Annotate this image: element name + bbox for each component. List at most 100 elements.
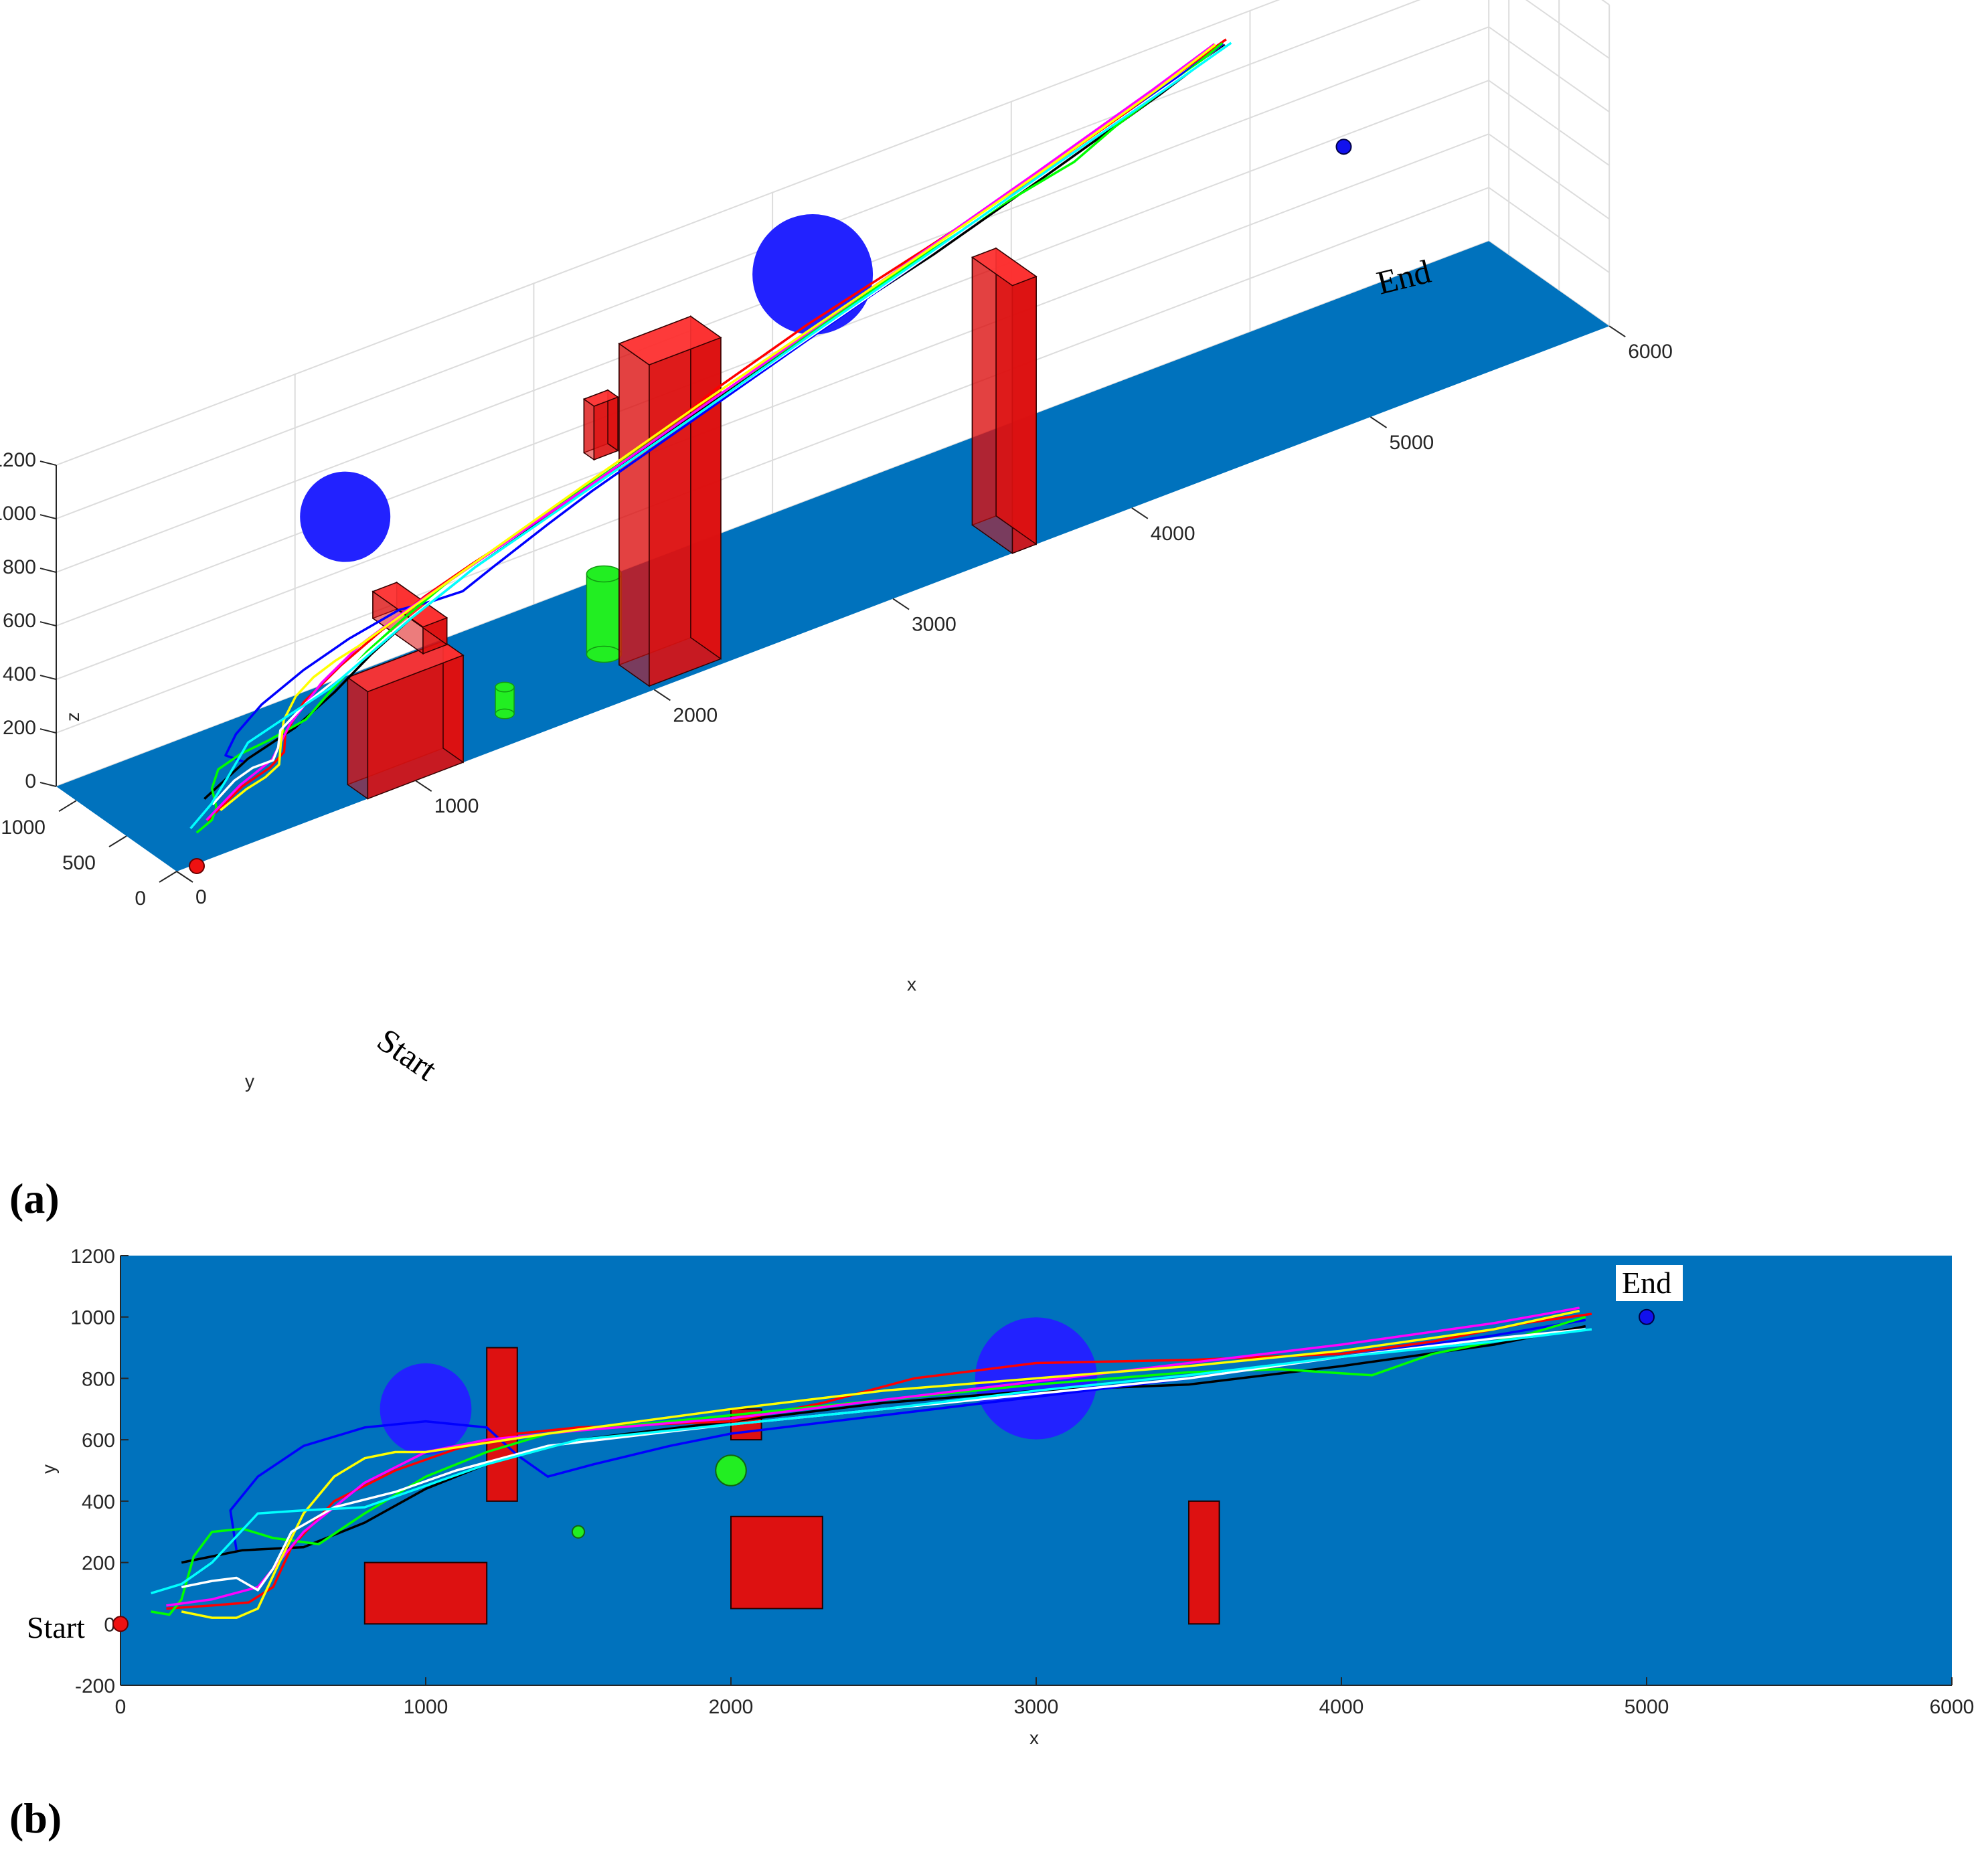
y-tick-label: 0 [135,887,146,910]
box-obstacle [363,1561,488,1625]
panel-a-tick-labels: 0 200 400 600 800 1000 1200 0 1000 2000 3000 4000 50… [0,325,1673,910]
z-tick-mark [39,621,57,627]
cylinder-top [495,681,515,693]
cylinder-bottom [495,708,515,719]
x-tick-mark [176,871,193,883]
y-tick-label: 600 [82,1430,115,1452]
x-tick-label: 6000 [1930,1696,1975,1718]
panel-a-ground-plane [56,241,1610,871]
cylinder-obstacle [715,1454,747,1487]
panel-b-end-label-box [1616,1265,1683,1301]
box-face-top [971,247,1038,286]
y-tick-mark [58,800,77,813]
panel-a-gridlines [56,0,1610,787]
grid-line-z [56,0,1610,519]
panel-b-xlabel: x [1029,1727,1039,1748]
box-face-top [618,315,722,365]
x-tick-label: 4000 [1319,1696,1364,1718]
grid-line-z [56,80,1610,626]
cylinder-top [586,565,623,583]
x-tick-label: 5000 [1625,1696,1669,1718]
z-tick-label: 200 [3,717,36,739]
x-tick-label: 3000 [1014,1696,1059,1718]
x-tick-mark [653,689,671,701]
grid-line-z [56,133,1610,680]
panel-a-paths [189,38,1232,834]
panel-a-zlabel: z [62,712,83,722]
panel-b-top-view-plot: 0 1000 2000 3000 4000 5000 6000-20002004006008… [24,1246,1974,1748]
x-tick-label: 1000 [404,1696,448,1718]
start-marker [112,1616,129,1632]
path-line [195,42,1224,834]
panel-b-end-label: End [1622,1266,1671,1300]
box-face-hidden [583,398,595,461]
x-tick-label: 0 [195,886,207,908]
path-line [166,1312,1592,1610]
panel-a-start-label: Start [371,1021,444,1088]
panel-b-start-label: Start [27,1610,85,1644]
y-tick-mark [159,871,177,883]
x-tick-label: 3000 [912,614,957,636]
path-line [189,41,1232,829]
x-tick-mark [1608,325,1626,338]
x-tick-label: 2000 [709,1696,754,1718]
z-tick-mark [39,514,57,520]
end-marker [1639,1308,1655,1325]
panel-b-markers [112,1308,1655,1632]
y-tick-label: 800 [82,1368,115,1390]
y-tick-label: 500 [62,852,96,874]
x-tick-label: 5000 [1390,432,1434,454]
sphere [300,471,391,562]
z-tick-label: 1200 [0,449,36,471]
z-tick-mark [39,782,57,788]
panel-a-obstacles [300,214,1038,800]
z-tick-label: 0 [25,770,36,792]
path-line [181,1328,1586,1592]
panel-b-caption: (b) [9,1794,62,1842]
path-line [151,1328,1592,1595]
z-tick-mark [39,728,57,734]
x-tick-mark [892,598,910,610]
box-face-top [371,582,448,628]
panel-a-xlabel: x [907,974,916,995]
panel-a-markers [189,139,1352,874]
z-tick-mark [39,460,57,467]
y-tick-label: 1000 [70,1307,115,1329]
box-obstacle [730,1515,823,1610]
panel-a-ylabel: y [245,1071,254,1092]
grid-line-z [56,0,1610,466]
y-tick-label: 400 [82,1491,115,1513]
y-tick-label: 1200 [70,1246,115,1268]
start-marker [189,858,205,874]
cylinder-bottom [586,645,623,663]
x-tick-label: 1000 [434,795,479,817]
grid-line-z [56,187,1610,734]
panel-b-start-label-box [24,1609,102,1644]
y-tick-label: 1000 [1,817,46,839]
z-tick-label: 600 [3,610,36,632]
z-tick-mark [39,675,57,681]
box-face-top [582,389,619,407]
path-line [181,1309,1580,1619]
box-face-side [995,247,1037,545]
box-face-hidden [618,342,650,687]
panel-b-tick-labels: 0 1000 2000 3000 4000 5000 6000-20002004006008… [70,1246,1974,1718]
panel-a-3d-plot: 0 200 400 600 800 1000 1200 0 1000 2000 3000 4000 50… [0,0,1673,1092]
box-face-hidden [347,676,369,800]
x-tick-label: 2000 [673,704,718,726]
z-tick-label: 400 [3,663,36,685]
x-tick-mark [1131,507,1149,519]
grid-line-z [56,26,1610,573]
box-obstacle [486,1347,518,1502]
path-line [151,1316,1586,1616]
end-marker [1335,139,1352,155]
z-tick-mark [39,568,57,574]
box-obstacle [1188,1500,1220,1625]
y-tick-label: 200 [82,1553,115,1575]
cylinder-obstacle [571,1525,586,1539]
panel-b-ylabel: y [38,1464,59,1474]
x-tick-label: 6000 [1628,341,1673,363]
path-line [220,44,1217,811]
y-tick-label: 0 [104,1614,115,1636]
